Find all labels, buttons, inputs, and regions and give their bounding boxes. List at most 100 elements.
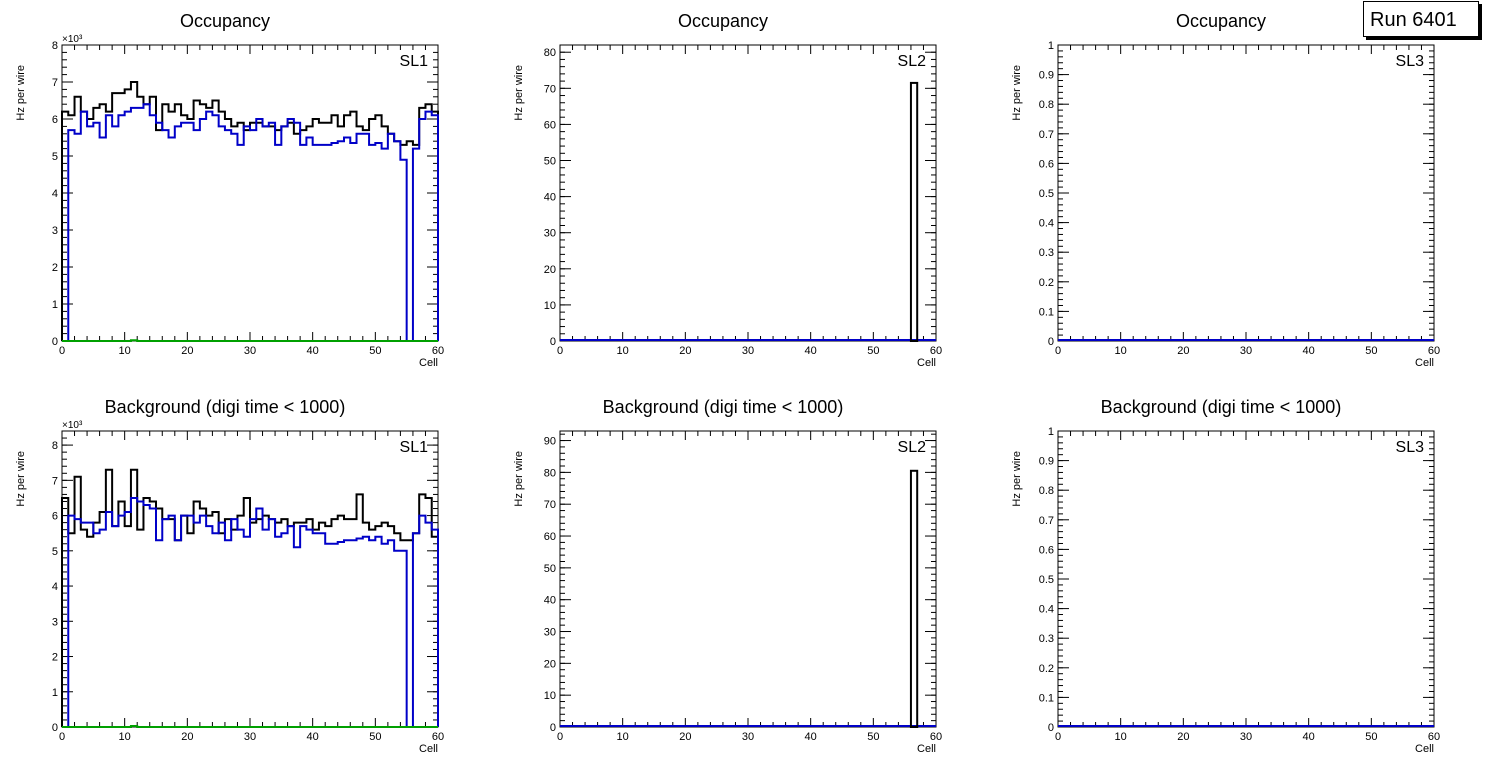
x-tick-label: 0: [59, 345, 65, 357]
superlayer-label: SL1: [400, 53, 429, 70]
y-tick-label: 0: [550, 336, 556, 348]
bar-cell-56: [909, 469, 919, 728]
x-axis-label: Cell: [419, 743, 438, 755]
y-tick-label: 6: [52, 114, 58, 126]
x-tick-label: 40: [307, 345, 319, 357]
y-axis-label: Hz per wire: [1011, 451, 1023, 507]
x-axis-label: Cell: [419, 357, 438, 369]
y-tick-label: 40: [544, 595, 556, 607]
y-tick-label: 50: [544, 563, 556, 575]
y-tick-label: 70: [544, 499, 556, 511]
x-tick-label: 50: [1365, 345, 1377, 357]
series-blue: [62, 103, 439, 342]
x-tick-label: 40: [307, 731, 319, 743]
y-tick-label: 6: [52, 511, 58, 523]
x-tick-label: 0: [557, 731, 563, 743]
y-tick-label: 10: [544, 690, 556, 702]
y-tick-label: 0: [52, 336, 58, 348]
y-tick-label: 20: [544, 658, 556, 670]
y-tick-label: 1: [1048, 40, 1054, 52]
y-tick-label: 2: [52, 652, 58, 664]
chart-panel-2: Occupancy SL2 Hz per wire Cell 0 10 20 30 40 50 60…: [513, 11, 942, 369]
y-axis-label: Hz per wire: [15, 451, 27, 507]
plot-frame: [1057, 44, 1435, 342]
superlayer-label: SL3: [1396, 439, 1425, 456]
x-tick-label: 50: [867, 345, 879, 357]
x-tick-label: 30: [1240, 345, 1252, 357]
y-tick-label: 30: [544, 228, 556, 240]
y-tick-label: 7: [52, 475, 58, 487]
y-tick-label: 0.4: [1039, 604, 1054, 616]
x-tick-label: 0: [557, 345, 563, 357]
y-tick-label: 1: [52, 299, 58, 311]
chart-panel-5: Background (digi time < 1000) SL2 Hz per w…: [513, 397, 942, 755]
x-tick-label: 40: [805, 345, 817, 357]
y-tick-label: 0.7: [1039, 515, 1054, 527]
x-tick-label: 0: [59, 731, 65, 743]
y-tick-label: 0.3: [1039, 247, 1054, 259]
y-axis-label: Hz per wire: [15, 65, 27, 121]
y-tick-label: 7: [52, 77, 58, 89]
y-tick-label: 0: [52, 722, 58, 734]
x-tick-label: 30: [244, 345, 256, 357]
y-tick-label: 0.3: [1039, 633, 1054, 645]
series-green: [62, 724, 438, 728]
x-tick-label: 10: [617, 345, 629, 357]
y-tick-label: 0.5: [1039, 188, 1054, 200]
x-axis-label: Cell: [917, 357, 936, 369]
chart-panel-6: Background (digi time < 1000) SL3 Hz per w…: [1011, 397, 1440, 755]
plot-frame: [559, 44, 937, 342]
y-axis-label: Hz per wire: [1011, 65, 1023, 121]
x-tick-label: 10: [1115, 345, 1127, 357]
y-tick-label: 0.2: [1039, 277, 1054, 289]
y-tick-label: 60: [544, 531, 556, 543]
run-label-box: Run 6401: [1363, 1, 1479, 37]
y-axis-exponent: ×10³: [62, 34, 83, 45]
chart-title: Occupancy: [678, 11, 768, 31]
x-tick-label: 0: [1055, 345, 1061, 357]
x-tick-label: 10: [119, 345, 131, 357]
series-blue: [62, 496, 439, 728]
x-tick-label: 60: [1428, 345, 1440, 357]
y-tick-label: 2: [52, 262, 58, 274]
y-tick-label: 3: [52, 225, 58, 237]
x-tick-label: 40: [1303, 731, 1315, 743]
chart-title: Background (digi time < 1000): [603, 397, 844, 417]
y-tick-label: 4: [52, 188, 58, 200]
y-tick-label: 0.8: [1039, 485, 1054, 497]
superlayer-label: SL3: [1396, 53, 1425, 70]
y-tick-label: 0.1: [1039, 306, 1054, 318]
chart-title: Occupancy: [180, 11, 270, 31]
y-tick-label: 8: [52, 40, 58, 52]
y-tick-label: 60: [544, 119, 556, 131]
chart-panel-4: Background (digi time < 1000) SL1 Hz per w…: [15, 397, 444, 755]
y-tick-label: 0.6: [1039, 158, 1054, 170]
x-tick-label: 20: [679, 731, 691, 743]
plot-frame: [559, 430, 937, 728]
series-green: [62, 339, 438, 342]
x-tick-label: 60: [432, 345, 444, 357]
y-axis-label: Hz per wire: [513, 451, 525, 507]
x-tick-label: 0: [1055, 731, 1061, 743]
x-tick-label: 10: [119, 731, 131, 743]
x-tick-label: 60: [930, 345, 942, 357]
y-tick-label: 0: [1048, 722, 1054, 734]
y-tick-label: 1: [1048, 426, 1054, 438]
y-tick-label: 0.5: [1039, 574, 1054, 586]
x-tick-label: 30: [244, 731, 256, 743]
plot-frame: [1057, 430, 1435, 728]
y-tick-label: 0.6: [1039, 544, 1054, 556]
y-axis-exponent: ×10³: [62, 420, 83, 431]
superlayer-label: SL2: [898, 439, 927, 456]
y-tick-label: 90: [544, 436, 556, 448]
x-tick-label: 50: [369, 345, 381, 357]
x-axis-label: Cell: [917, 743, 936, 755]
x-tick-label: 20: [181, 345, 193, 357]
y-tick-label: 10: [544, 300, 556, 312]
x-tick-label: 50: [867, 731, 879, 743]
x-tick-label: 20: [181, 731, 193, 743]
x-tick-label: 50: [1365, 731, 1377, 743]
